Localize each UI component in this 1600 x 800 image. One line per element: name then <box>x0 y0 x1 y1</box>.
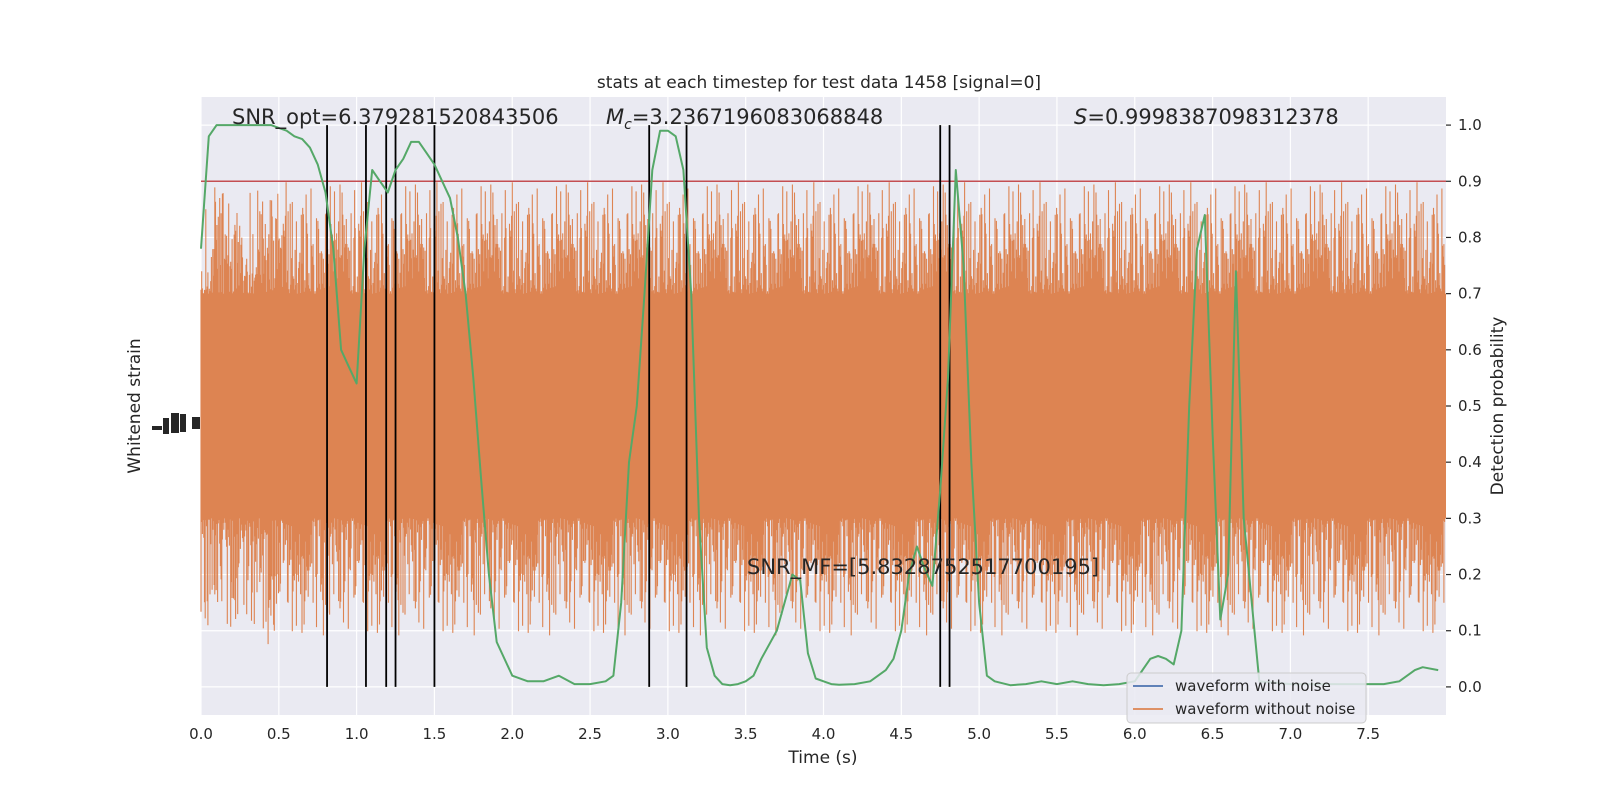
x-tick-label: 3.5 <box>734 725 758 743</box>
x-tick-label: 0.5 <box>267 725 291 743</box>
vertical-markers <box>326 125 951 687</box>
y-tick-label: 0.7 <box>1458 285 1482 303</box>
x-tick-label: 3.0 <box>656 725 680 743</box>
chirp-mass-value: =3.2367196083068848 <box>632 105 883 129</box>
detection-probability-series <box>200 124 1439 687</box>
y-tick-label: 0.2 <box>1458 566 1482 584</box>
x-tick-label: 5.0 <box>967 725 991 743</box>
y-tick-label: 0.6 <box>1458 341 1482 359</box>
legend-box <box>1126 672 1367 724</box>
annotation-s: S=0.9998387098312378 <box>1074 105 1339 129</box>
x-tick-label: 7.0 <box>1278 725 1302 743</box>
x-axis-label: Time (s) <box>787 748 857 768</box>
x-tick-label: 2.5 <box>578 725 602 743</box>
x-tick-label: 4.0 <box>812 725 836 743</box>
chirp-mass-symbol: M <box>606 105 624 129</box>
y-tick-label: 0.4 <box>1458 453 1482 471</box>
y-tick-label: 0.1 <box>1458 622 1482 640</box>
annotation-snr-mf: SNR_MF=[5.832875251770019​5] <box>747 555 1099 580</box>
y-tick-label: 0.8 <box>1458 228 1482 246</box>
x-tick-label: 6.0 <box>1123 725 1147 743</box>
y-tick-label: 1.0 <box>1458 116 1482 134</box>
x-tick-label: 2.0 <box>500 725 524 743</box>
x-tick-label: 0.0 <box>189 725 213 743</box>
x-tick-label: 1.0 <box>345 725 369 743</box>
y-tick-label: 0.5 <box>1458 397 1482 415</box>
detection-probability-line <box>200 124 1439 687</box>
legend: waveform with noise waveform without noi… <box>1126 672 1367 724</box>
chart-title: stats at each timestep for test data 145… <box>597 73 1041 93</box>
s-value: =0.9998387098312378 <box>1087 105 1338 129</box>
x-tick-label: 7.5 <box>1356 725 1380 743</box>
annotation-chirp-mass: Mc=3.2367196083068848 <box>606 105 883 133</box>
x-tick-label: 5.5 <box>1045 725 1069 743</box>
y-tick-label: 0.3 <box>1458 509 1482 527</box>
annotation-snr-opt: SNR_opt=6.379281520843506 <box>232 105 559 130</box>
x-axis-ticks: 0.0 0.5 1.0 1.5 2.0 2.5 3.0 3.5 4.0 4.5 5.0 5.5 6.0 6… <box>189 725 1380 743</box>
y-axis-right-ticks: 0.0 0.1 0.2 0.3 0.4 0.5 0.6 0.7 0.8 0.9 1.0 <box>1446 116 1482 696</box>
x-tick-label: 4.5 <box>889 725 913 743</box>
y-tick-label: 0.0 <box>1458 678 1482 696</box>
y-axis-right-label: Detection probability <box>1488 317 1508 496</box>
x-tick-label: 1.5 <box>423 725 447 743</box>
legend-label-without-noise: waveform without noise <box>1175 700 1355 718</box>
x-tick-label: 6.5 <box>1201 725 1225 743</box>
strain-trace <box>200 182 1446 645</box>
chirp-mass-subscript: c <box>624 117 632 133</box>
s-symbol: S <box>1074 105 1087 129</box>
left-axis-tick-labels <box>152 413 200 434</box>
legend-label-with-noise: waveform with noise <box>1175 677 1331 695</box>
y-tick-label: 0.9 <box>1458 172 1482 190</box>
y-axis-left-label: Whitened strain <box>125 338 145 473</box>
